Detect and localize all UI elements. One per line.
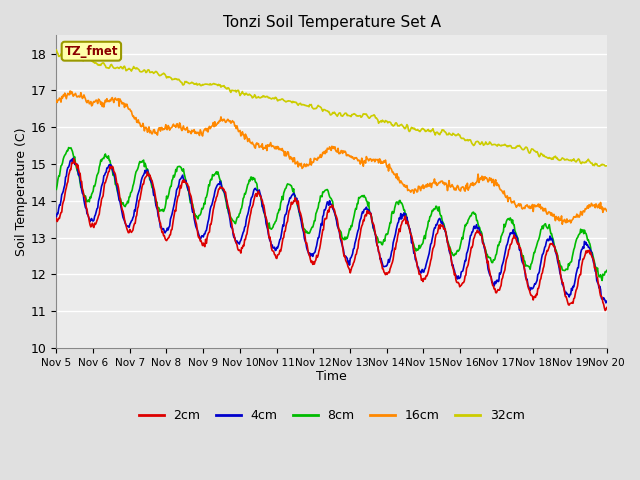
Title: Tonzi Soil Temperature Set A: Tonzi Soil Temperature Set A xyxy=(223,15,440,30)
Y-axis label: Soil Temperature (C): Soil Temperature (C) xyxy=(15,127,28,256)
X-axis label: Time: Time xyxy=(316,370,347,384)
Legend: 2cm, 4cm, 8cm, 16cm, 32cm: 2cm, 4cm, 8cm, 16cm, 32cm xyxy=(134,404,529,427)
Text: TZ_fmet: TZ_fmet xyxy=(65,45,118,58)
